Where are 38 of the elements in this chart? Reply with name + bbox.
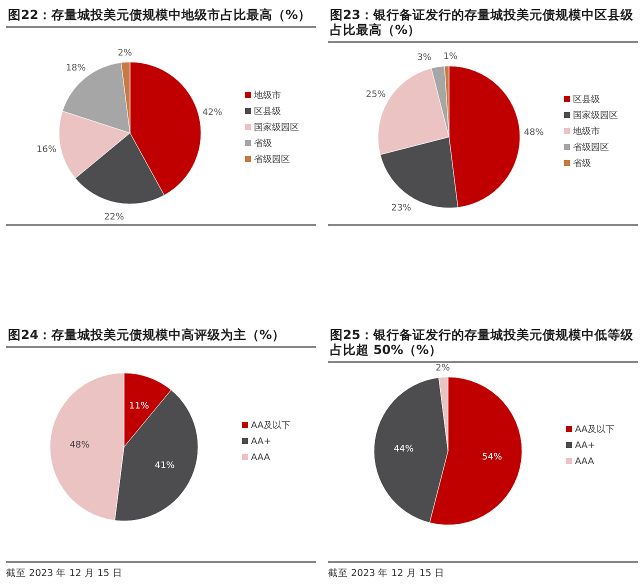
data-label: 16% <box>36 145 57 156</box>
legend-label: AAA <box>575 457 595 468</box>
data-label: 48% <box>524 128 544 138</box>
legend-label: 区县级 <box>573 94 600 106</box>
legend-label: 省级 <box>573 158 591 170</box>
legend-label: 地级市 <box>253 90 281 102</box>
data-label: 11% <box>129 401 150 412</box>
legend-label: AA+ <box>575 441 596 452</box>
data-label: 23% <box>391 203 412 214</box>
legend-label: AA+ <box>251 437 272 448</box>
legend-label: AA及以下 <box>575 424 615 436</box>
data-label: 44% <box>394 444 414 454</box>
legend-label: 区县级 <box>254 106 281 118</box>
data-label: 41% <box>154 460 176 471</box>
chart-title: 图25：银行备证发行的存量城投美元债规模中低等级占比超 50%（%） <box>330 327 634 357</box>
data-label: 2% <box>118 48 132 58</box>
legend-label: 省级园区 <box>254 154 290 166</box>
legend-label: AA及以下 <box>251 420 291 432</box>
data-label: 25% <box>366 90 386 100</box>
data-label: 18% <box>66 64 86 74</box>
data-label: 2% <box>436 363 450 374</box>
data-label: 54% <box>482 452 502 463</box>
text: 截至 2023 年 12 月 15 日 <box>6 567 122 579</box>
data-label: 1% <box>443 52 458 62</box>
legend-label: 国家级园区 <box>573 110 618 122</box>
text: 截至 2023 年 12 月 15 日 <box>328 567 444 579</box>
chart-title: 图23：银行备证发行的存量城投美元债规模中区县级占比最高（%） <box>330 7 634 37</box>
legend-label: 省级园区 <box>573 142 609 154</box>
legend-label: AAA <box>251 453 271 464</box>
data-label: 3% <box>417 53 432 64</box>
chart-title: 图22：存量城投美元债规模中地级市占比最高（%） <box>8 7 311 22</box>
data-label: 48% <box>70 440 90 450</box>
legend-label: 省级 <box>254 138 272 150</box>
legend-label: 国家级园区 <box>254 122 299 134</box>
legend-label: 地级市 <box>572 126 600 138</box>
data-label: 22% <box>104 212 125 223</box>
chart-title: 图24：存量城投美元债规模中高评级为主（%） <box>8 327 285 342</box>
data-label: 42% <box>202 108 223 118</box>
